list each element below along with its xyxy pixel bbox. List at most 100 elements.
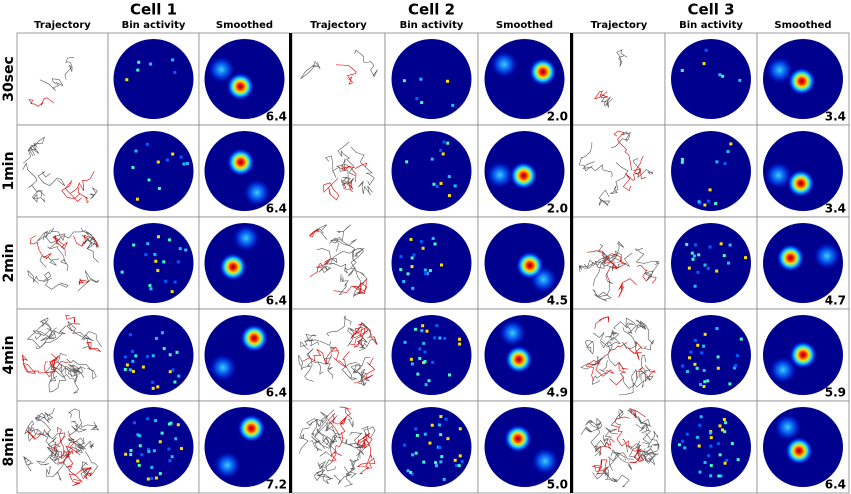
bin	[446, 79, 450, 83]
panel-frame	[291, 124, 386, 218]
bin	[690, 251, 694, 255]
bin	[399, 268, 403, 272]
bin	[703, 332, 707, 336]
bin	[438, 336, 442, 340]
field-peak	[786, 169, 815, 198]
trajectory	[48, 365, 67, 393]
trajectory	[607, 451, 626, 471]
trajectory	[352, 278, 367, 295]
trajectory	[64, 57, 75, 80]
trajectory	[73, 234, 99, 248]
column-header: Smoothed	[496, 20, 553, 31]
bin	[154, 419, 158, 423]
panel-frame	[16, 308, 109, 402]
bin	[168, 459, 172, 463]
trajectory	[586, 258, 607, 287]
trajectory	[81, 331, 102, 348]
trajectory	[27, 269, 53, 284]
bin	[153, 252, 157, 256]
bin	[157, 186, 161, 190]
bin	[409, 470, 413, 474]
bin	[137, 463, 141, 467]
trajectory	[314, 224, 328, 240]
trajectory	[343, 459, 357, 476]
bin	[719, 474, 723, 478]
trajectory	[598, 189, 611, 206]
field-peak	[787, 67, 816, 96]
row-label: 30sec	[1, 56, 17, 102]
trajectory	[49, 246, 69, 272]
bin	[131, 359, 135, 363]
bin	[439, 148, 443, 152]
trajectory	[599, 438, 615, 455]
trajectory	[598, 459, 609, 472]
bin	[707, 454, 711, 458]
trajectory	[635, 422, 659, 445]
bin	[453, 184, 457, 188]
trajectory	[306, 415, 329, 427]
trajectory	[591, 360, 608, 385]
bin	[681, 364, 685, 368]
trajectory	[600, 96, 613, 108]
bin	[448, 373, 452, 377]
bin	[421, 246, 425, 250]
trajectory	[333, 472, 354, 487]
trajectory	[39, 255, 60, 268]
bin	[129, 453, 133, 457]
bin	[457, 464, 461, 468]
trajectory	[347, 442, 365, 456]
bin	[411, 453, 415, 457]
bin-map	[391, 315, 472, 395]
trajectory	[334, 224, 351, 242]
bin	[736, 458, 740, 462]
trajectory	[613, 130, 632, 171]
peak-rate: 3.4	[825, 110, 846, 124]
field-glow	[242, 178, 271, 207]
bin	[135, 197, 139, 201]
bin	[441, 152, 445, 156]
bin	[130, 349, 134, 353]
field-peak	[237, 414, 266, 443]
trajectory	[629, 440, 658, 460]
trajectory	[75, 437, 86, 453]
bin	[728, 243, 732, 247]
trajectory	[316, 428, 337, 448]
bin	[167, 447, 171, 451]
panel-frame	[291, 216, 386, 310]
bin	[171, 368, 175, 372]
trajectory	[29, 235, 52, 259]
bin	[160, 431, 164, 435]
trajectory	[298, 427, 311, 454]
trajectory	[338, 273, 349, 295]
panel-frame	[572, 32, 666, 126]
bin	[733, 364, 737, 368]
bin	[444, 417, 448, 421]
bin	[709, 444, 713, 448]
bin	[123, 367, 127, 371]
field-glow	[768, 355, 797, 384]
bin	[680, 160, 684, 164]
bin	[693, 362, 697, 366]
bin	[443, 336, 447, 340]
cell-title: Cell 3	[687, 1, 734, 19]
trajectory	[52, 234, 68, 250]
trajectory	[86, 341, 102, 352]
bin	[685, 242, 689, 246]
bin	[145, 417, 149, 421]
bin	[151, 354, 155, 358]
bin	[424, 383, 428, 387]
trajectory	[323, 346, 336, 365]
trajectory	[22, 162, 43, 197]
peak-rate: 4.9	[547, 386, 568, 400]
trajectory	[326, 315, 352, 337]
trajectory	[635, 248, 660, 264]
bin	[688, 356, 692, 360]
trajectory	[594, 255, 615, 269]
trajectory	[333, 282, 368, 294]
bin	[706, 199, 710, 203]
trajectory	[645, 432, 660, 451]
bin	[425, 329, 429, 333]
trajectory	[37, 317, 52, 337]
bin	[717, 474, 721, 478]
